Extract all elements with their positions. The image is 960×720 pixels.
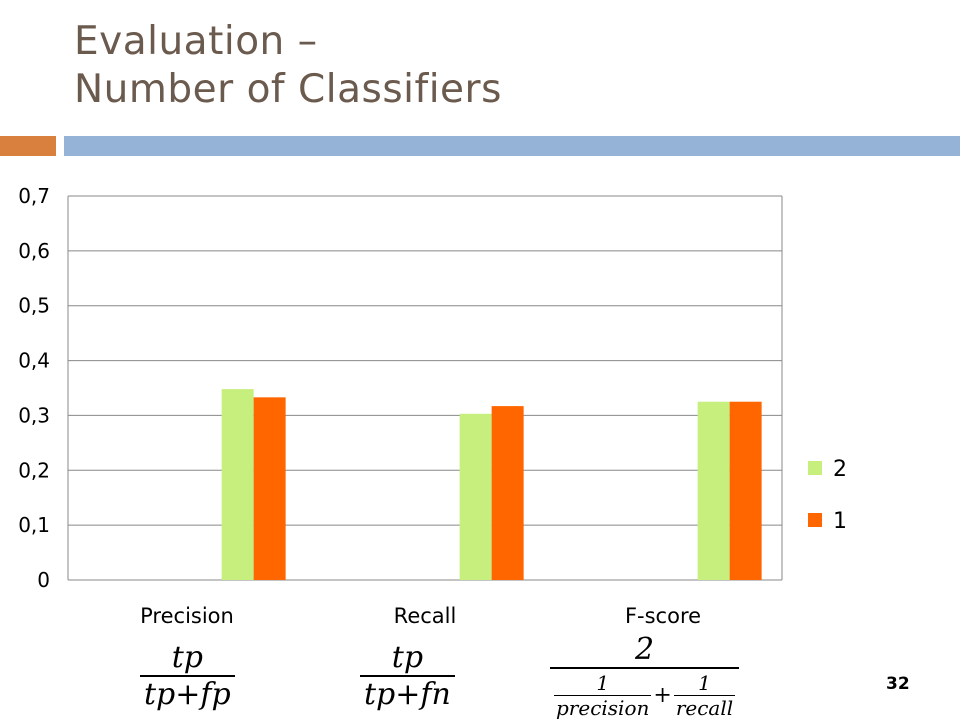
y-tick-label: 0: [37, 568, 50, 592]
fscore-recall-term: 1 recall: [673, 671, 736, 720]
recall-formula: tp tp+fn: [360, 640, 455, 712]
bar-f-score-series-2: [697, 401, 730, 580]
fscore-precision-term-num: 1: [596, 671, 610, 695]
title-rule-bar: [64, 136, 960, 156]
y-tick-label: 0,3: [18, 403, 50, 427]
fscore-precision-term-den: precision: [554, 695, 652, 720]
y-tick-label: 0,7: [18, 184, 50, 208]
fscore-recall-term-num: 1: [698, 671, 711, 695]
chart-legend: 21: [808, 457, 847, 534]
precision-formula-denominator: tp+fp: [140, 675, 235, 712]
y-tick-label: 0,1: [18, 513, 50, 537]
slide-title-line-2: Number of Classifiers: [74, 67, 502, 112]
y-tick-label: 0,4: [18, 349, 50, 373]
fscore-formula: 2 1 precision + 1 recall: [550, 632, 740, 720]
precision-formula-numerator: tp: [171, 640, 203, 675]
page-number: 32: [886, 674, 910, 694]
y-tick-label: 0,2: [18, 458, 50, 482]
fscore-formula-numerator: 2: [635, 632, 655, 667]
chart-bars: [221, 389, 762, 580]
bar-recall-series-2: [459, 413, 492, 580]
bar-chart: 0 0,1 0,2 0,3 0,4 0,5 0,6 0,7 Precision Recall F-…: [18, 184, 847, 628]
fscore-formula-denominator: 1 precision + 1 recall: [550, 667, 740, 720]
x-axis: Precision Recall F-score: [140, 604, 701, 628]
y-axis: 0 0,1 0,2 0,3 0,4 0,5 0,6 0,7: [18, 184, 783, 592]
precision-formula: tp tp+fp: [140, 640, 235, 712]
y-tick-label: 0,6: [18, 239, 50, 263]
bar-recall-series-1: [491, 406, 524, 580]
fscore-recall-term-den: recall: [673, 695, 736, 720]
slide-title: Evaluation – Number of Classifiers: [74, 18, 502, 114]
title-accent-bar: [0, 136, 56, 156]
bar-f-score-series-1: [729, 401, 762, 580]
legend-swatch: [808, 513, 822, 527]
x-tick-label: F-score: [625, 604, 701, 628]
chart-gridlines: [68, 195, 782, 581]
slide-title-line-1: Evaluation –: [74, 19, 318, 64]
legend-label: 2: [833, 457, 847, 482]
legend-swatch: [808, 461, 822, 475]
legend-label: 1: [833, 509, 847, 534]
bar-precision-series-2: [221, 389, 254, 580]
fscore-precision-term: 1 precision: [554, 671, 652, 720]
bar-precision-series-1: [253, 397, 286, 580]
x-tick-label: Recall: [394, 604, 457, 628]
recall-formula-numerator: tp: [391, 640, 424, 675]
x-tick-label: Precision: [140, 604, 234, 628]
fscore-plus-sign: +: [653, 683, 672, 708]
recall-formula-denominator: tp+fn: [360, 675, 455, 712]
y-tick-label: 0,5: [18, 294, 50, 318]
